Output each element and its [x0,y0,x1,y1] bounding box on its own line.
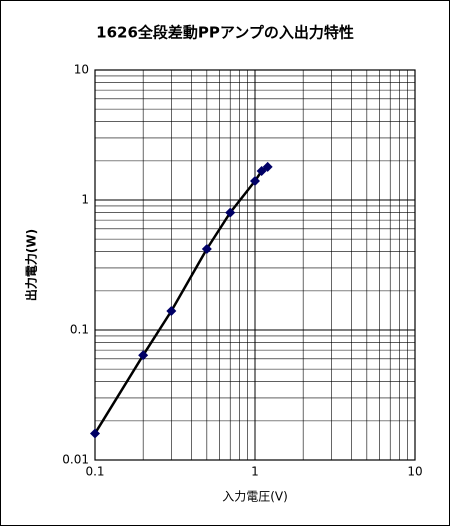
y-axis-label: 出力電力(W) [24,229,39,301]
y-tick-label: 0.01 [62,453,89,467]
x-axis-label: 入力電圧(V) [222,490,288,504]
data-point [90,428,100,439]
x-tick-label: 0.1 [85,465,104,479]
data-point [166,306,177,317]
x-tick-label: 10 [407,465,422,479]
data-point [250,176,260,187]
x-tick-label: 1 [251,465,259,479]
data-point [262,161,273,172]
data-point [225,207,236,218]
y-tick-label: 1 [81,193,89,207]
chart-title: 1626全段差動PPアンプの入出力特性 [96,24,354,42]
y-tick-label: 10 [74,63,89,77]
data-point [256,166,267,177]
plot-border [94,69,416,461]
data-point [201,243,212,254]
data-point [138,350,149,361]
y-tick-label: 0.1 [70,323,89,337]
